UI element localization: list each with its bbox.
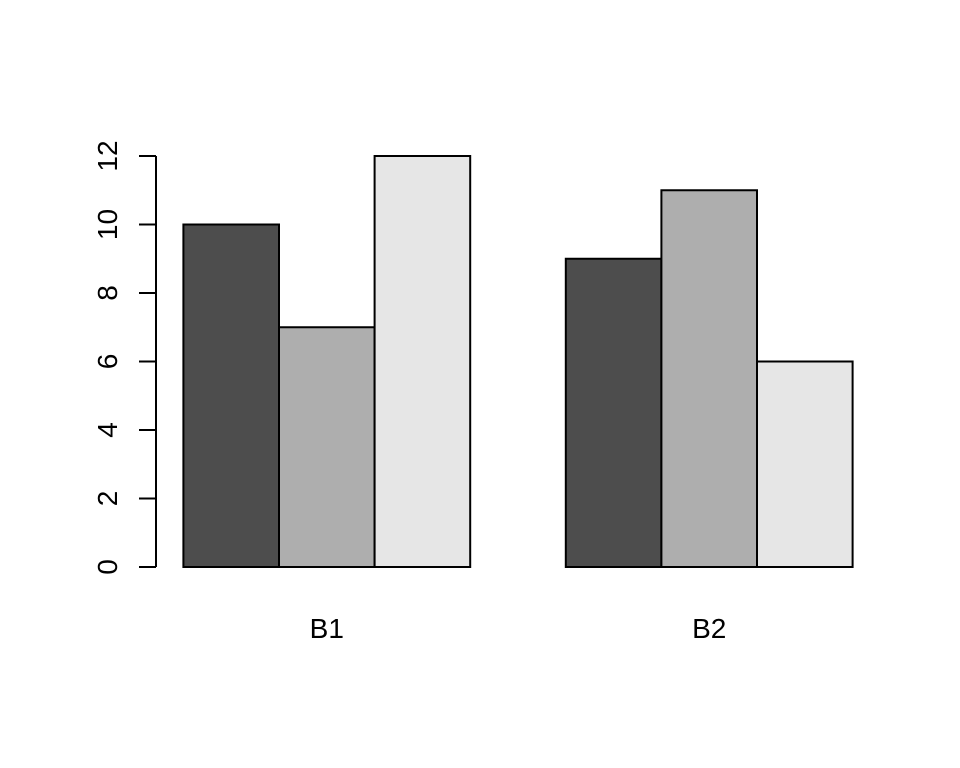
y-tick-label: 10 [92,209,123,240]
bar-b1-light-gray [373,155,472,568]
bar-b2-medium-gray [660,189,759,568]
bar-b1-medium-gray [278,326,376,568]
x-category-label: B2 [692,613,726,644]
bar-b1-dark-gray [182,223,280,568]
y-tick-label: 4 [92,422,123,438]
y-tick-label: 12 [92,140,123,171]
y-tick-label: 8 [92,285,123,301]
bar-b2-light-gray [756,360,854,568]
x-category-label: B1 [310,613,344,644]
bar-b2-dark-gray [564,257,663,568]
y-tick-label: 6 [92,354,123,370]
y-tick-label: 0 [92,559,123,575]
y-tick-label: 2 [92,491,123,507]
